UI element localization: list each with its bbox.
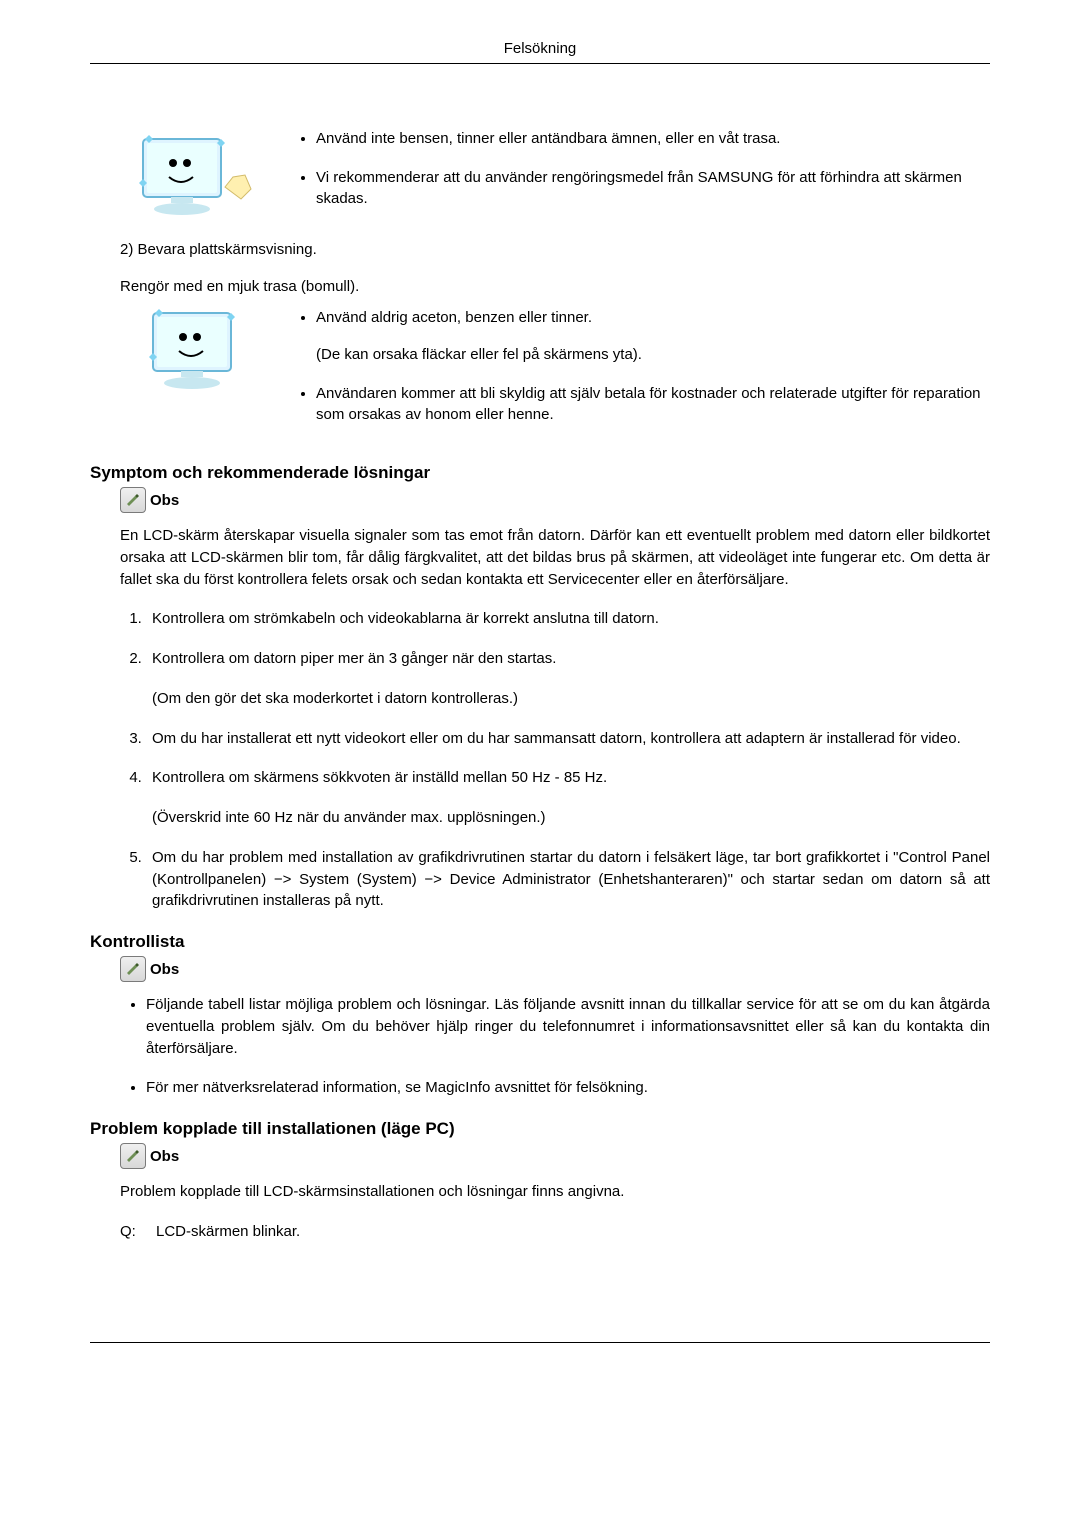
clean-soft-cloth: Rengör med en mjuk trasa (bomull). <box>120 276 990 297</box>
section-install-pc-title: Problem kopplade till installationen (lä… <box>90 1119 990 1139</box>
step-2-keep-display: 2) Bevara plattskärmsvisning. <box>120 239 990 260</box>
section-checklist-title: Kontrollista <box>90 932 990 952</box>
symptoms-steps-list: Kontrollera om strömkabeln och videokabl… <box>120 608 990 912</box>
page-header: Felsökning <box>90 40 990 64</box>
footer-rule <box>90 1342 990 1343</box>
q-text: LCD-skärmen blinkar. <box>156 1221 300 1242</box>
note-icon <box>120 956 146 982</box>
step-2: Kontrollera om datorn piper mer än 3 gån… <box>146 648 990 710</box>
obs-row-3: Obs <box>120 1143 990 1169</box>
bullet-user-liable: Användaren kommer att bli skyldig att sj… <box>316 383 990 425</box>
checklist-bullet-2: För mer nätverksrelaterad information, s… <box>146 1077 990 1099</box>
qa-row: Q: LCD-skärmen blinkar. <box>120 1221 990 1242</box>
step-4-text: Kontrollera om skärmens sökkvoten är ins… <box>152 769 607 786</box>
step-2-sub: (Om den gör det ska moderkortet i datorn… <box>152 688 990 710</box>
step-1: Kontrollera om strömkabeln och videokabl… <box>146 608 990 630</box>
obs-label-3: Obs <box>150 1148 179 1165</box>
obs-row-2: Obs <box>120 956 990 982</box>
monitor-cleaning-illustration <box>120 124 280 229</box>
symptoms-intro-para: En LCD-skärm återskapar visuella signale… <box>120 525 990 590</box>
bullet-samsung-cleaner: Vi rekommenderar att du använder rengöri… <box>316 167 990 209</box>
monitor-wipe-icon <box>125 127 275 227</box>
install-pc-para: Problem kopplade till LCD-skärmsinstalla… <box>120 1181 990 1203</box>
monitor-illustration-2 <box>120 303 280 398</box>
step-4-sub: (Överskrid inte 60 Hz när du använder ma… <box>152 807 990 829</box>
obs-label-2: Obs <box>150 961 179 978</box>
q-label: Q: <box>120 1221 156 1242</box>
bullet-no-acetone-text: Använd aldrig aceton, benzen eller tinne… <box>316 309 592 326</box>
checklist-bullets: Följande tabell listar möjliga problem o… <box>120 994 990 1099</box>
step-2-text: Kontrollera om datorn piper mer än 3 gån… <box>152 650 556 667</box>
step-3: Om du har installerat ett nytt videokort… <box>146 728 990 750</box>
step-5: Om du har problem med installation av gr… <box>146 847 990 912</box>
obs-label-1: Obs <box>150 492 179 509</box>
cleaning-block-1: Använd inte bensen, tinner eller antändb… <box>90 124 990 229</box>
note-icon <box>120 1143 146 1169</box>
section-symptoms-title: Symptom och rekommenderade lösningar <box>90 463 990 483</box>
obs-row-1: Obs <box>120 487 990 513</box>
step-4: Kontrollera om skärmens sökkvoten är ins… <box>146 767 990 829</box>
bullet-no-acetone: Använd aldrig aceton, benzen eller tinne… <box>316 307 990 365</box>
cleaning-block-2: Använd aldrig aceton, benzen eller tinne… <box>90 303 990 443</box>
monitor-icon <box>125 301 275 401</box>
sub-stain-warning: (De kan orsaka fläckar eller fel på skär… <box>316 344 990 365</box>
note-icon <box>120 487 146 513</box>
checklist-bullet-1: Följande tabell listar möjliga problem o… <box>146 994 990 1059</box>
bullet-no-solvents: Använd inte bensen, tinner eller antändb… <box>316 128 990 149</box>
